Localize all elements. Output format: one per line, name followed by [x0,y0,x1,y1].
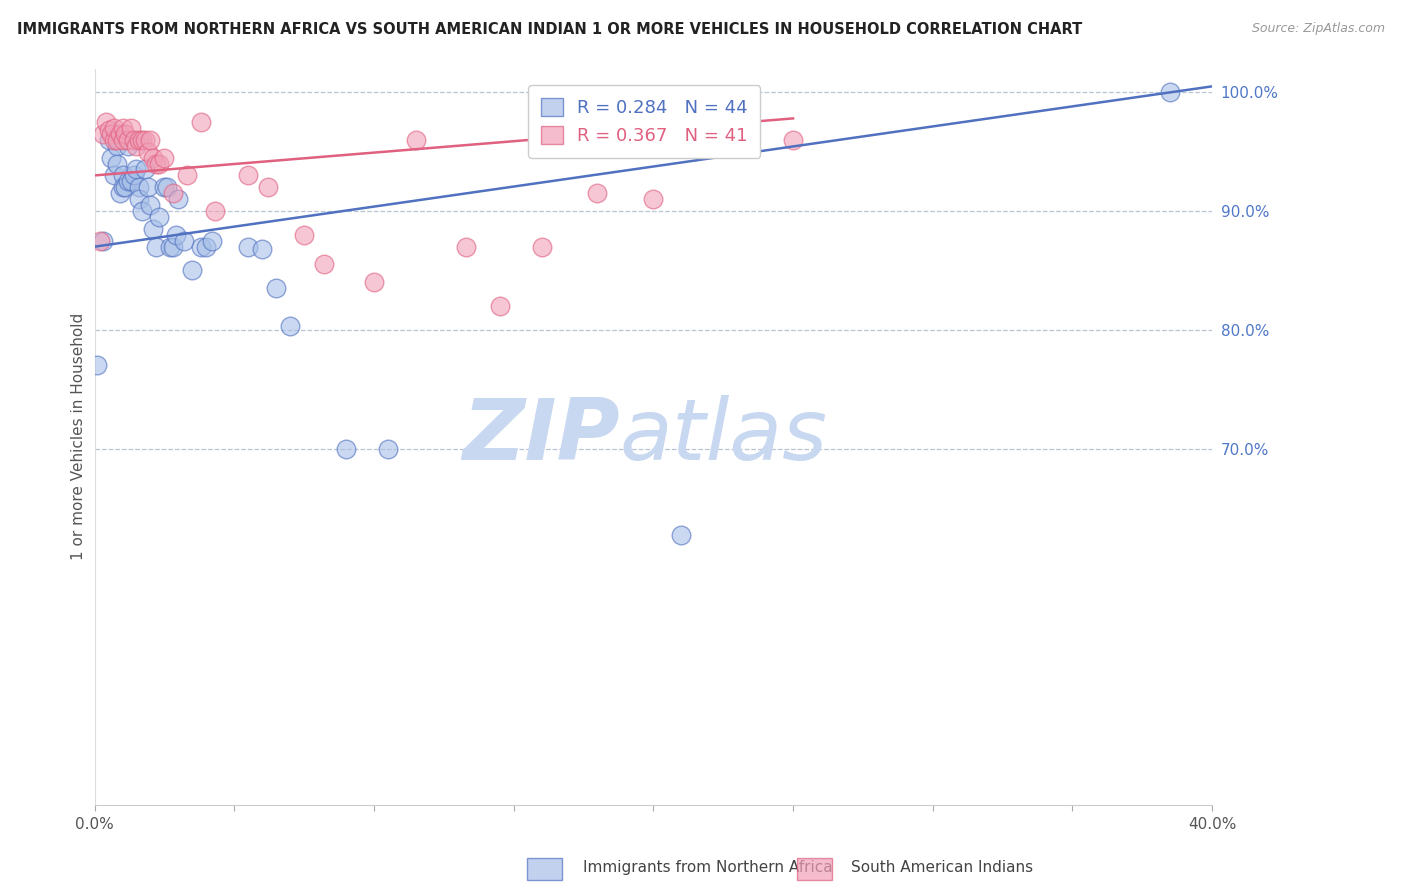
Text: IMMIGRANTS FROM NORTHERN AFRICA VS SOUTH AMERICAN INDIAN 1 OR MORE VEHICLES IN H: IMMIGRANTS FROM NORTHERN AFRICA VS SOUTH… [17,22,1083,37]
Point [128,133,150,147]
Point [405,133,427,147]
Point [125,138,148,153]
Point [122,169,145,183]
Point [153,151,176,165]
Point [488,299,510,313]
Point [94,115,117,129]
Point [139,133,162,147]
Point [136,180,159,194]
Point [91,127,114,141]
Point [134,133,156,147]
Point [111,120,134,135]
Point [204,204,226,219]
Point [190,115,212,129]
Point [128,192,150,206]
Point [108,127,131,141]
Point [363,275,385,289]
Point [114,180,136,194]
Point [190,240,212,254]
Point [117,174,139,188]
Point [167,192,190,206]
Point [136,145,159,159]
Point [111,180,134,194]
Point [131,204,153,219]
Point [105,156,128,170]
Point [86,359,108,373]
Point [238,169,260,183]
Point [120,174,142,188]
Point [173,234,195,248]
Point [97,123,120,137]
Point [117,133,139,147]
Legend: R = 0.284   N = 44, R = 0.367   N = 41: R = 0.284 N = 44, R = 0.367 N = 41 [529,85,761,158]
Point [97,133,120,147]
Point [148,210,170,224]
Point [456,240,478,254]
Point [120,120,142,135]
Point [103,120,125,135]
Point [125,162,148,177]
Text: Source: ZipAtlas.com: Source: ZipAtlas.com [1251,22,1385,36]
Point [643,192,665,206]
Point [530,240,553,254]
Point [100,127,122,141]
Text: Immigrants from Northern Africa: Immigrants from Northern Africa [583,861,834,875]
Point [156,180,179,194]
Point [89,234,111,248]
Point [292,227,315,242]
Point [335,442,357,456]
Point [256,180,278,194]
Point [91,234,114,248]
Text: atlas: atlas [620,395,828,478]
Point [671,528,693,542]
Point [117,138,139,153]
Point [201,234,224,248]
Point [782,133,804,147]
Point [105,133,128,147]
Text: South American Indians: South American Indians [851,861,1033,875]
Point [105,138,128,153]
Point [111,169,134,183]
Point [139,198,162,212]
Point [103,169,125,183]
Point [148,156,170,170]
Point [131,133,153,147]
Point [128,180,150,194]
Point [145,240,167,254]
Point [122,133,145,147]
Text: ZIP: ZIP [463,395,620,478]
Point [250,242,273,256]
Point [114,127,136,141]
Point [142,222,165,236]
Point [108,186,131,201]
Point [586,186,609,201]
Point [181,263,204,277]
Point [176,169,198,183]
Point [165,227,187,242]
Point [103,133,125,147]
Point [312,258,335,272]
Point [377,442,399,456]
Point [162,186,184,201]
Point [153,180,176,194]
Point [159,240,181,254]
Y-axis label: 1 or more Vehicles in Household: 1 or more Vehicles in Household [72,313,86,560]
Point [142,151,165,165]
Point [195,240,218,254]
Point [1159,85,1181,99]
Point [111,133,134,147]
Point [134,162,156,177]
Point [238,240,260,254]
Point [278,319,301,334]
Point [100,151,122,165]
Point [264,281,287,295]
Point [145,156,167,170]
Point [162,240,184,254]
